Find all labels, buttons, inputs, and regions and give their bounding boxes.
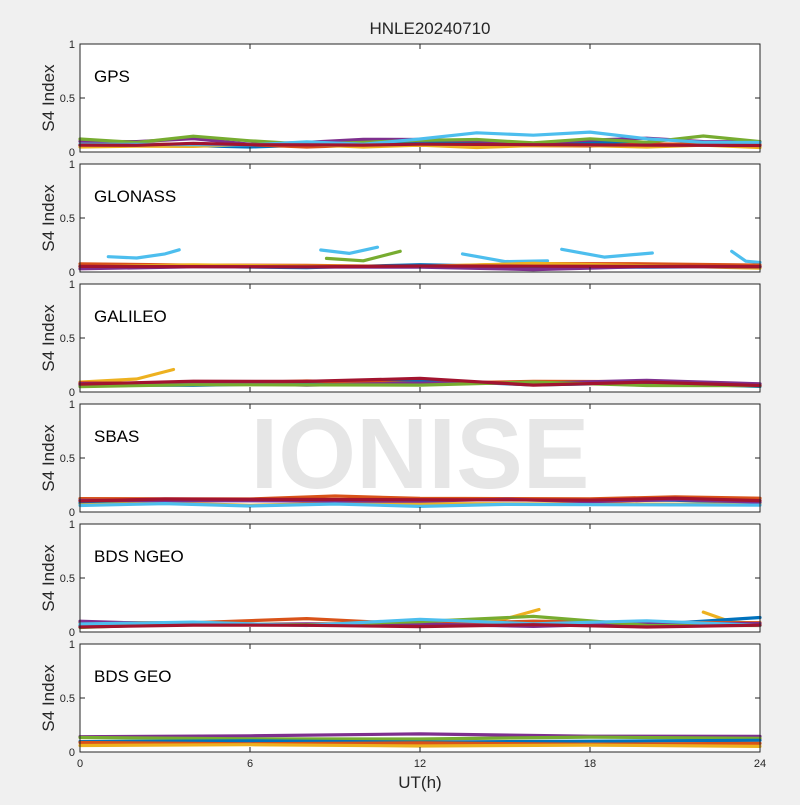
- y-axis-label: S4 Index: [39, 64, 58, 132]
- panels: 0 0.5 1 GPS S4 Index 0 0.5 1 GLONASS S4 Index 0 0.5…: [39, 39, 766, 792]
- plot-area: [80, 404, 760, 512]
- y-axis-label: S4 Index: [39, 664, 58, 732]
- panel-1: 0 0.5 1 GLONASS S4 Index: [39, 159, 762, 279]
- x-tick-label: 6: [247, 758, 253, 770]
- series-line: [78, 264, 762, 269]
- series-line: [78, 376, 762, 388]
- y-tick-label: 0: [69, 387, 75, 399]
- series-line: [78, 380, 762, 389]
- panel-3: 0 0.5 1 SBAS S4 Index: [39, 399, 762, 519]
- series-line: [78, 367, 176, 384]
- panel-5: 0 0.5 1 0 6 12 18 24 BDS GEO S4 Index UT(h): [39, 639, 766, 792]
- y-axis-label: S4 Index: [39, 424, 58, 492]
- y-tick-label: 0: [69, 267, 75, 279]
- series-line: [78, 740, 762, 746]
- y-tick-label: 1: [69, 639, 75, 651]
- y-tick-label: 0: [69, 147, 75, 159]
- y-tick-label: 0.5: [60, 213, 75, 225]
- series-line: [78, 141, 762, 148]
- panel-4: 0 0.5 1 BDS NGEO S4 Index: [39, 519, 762, 639]
- y-tick-label: 1: [69, 279, 75, 291]
- panel-0: 0 0.5 1 GPS S4 Index: [39, 39, 762, 159]
- series-line: [78, 743, 762, 749]
- y-tick-label: 0.5: [60, 453, 75, 465]
- y-tick-label: 1: [69, 519, 75, 531]
- series-line: [319, 245, 380, 255]
- y-tick-label: 1: [69, 399, 75, 411]
- x-tick-label: 12: [414, 758, 426, 770]
- plot-area: [80, 164, 760, 272]
- y-tick-label: 0: [69, 627, 75, 639]
- y-tick-label: 0.5: [60, 333, 75, 345]
- series-line: [78, 623, 762, 629]
- chart-title: HNLE20240710: [370, 19, 491, 38]
- y-tick-label: 0.5: [60, 93, 75, 105]
- y-tick-label: 1: [69, 39, 75, 51]
- series-line: [78, 617, 762, 628]
- series-line: [324, 249, 402, 263]
- series-line: [460, 252, 550, 264]
- series-line: [78, 735, 762, 741]
- plot-area: [80, 284, 760, 392]
- x-tick-label: 24: [754, 758, 766, 770]
- panel-label: SBAS: [94, 427, 139, 446]
- y-tick-label: 0.5: [60, 573, 75, 585]
- watermark: IONISE: [251, 398, 590, 510]
- series-line: [730, 249, 762, 265]
- panel-label: BDS NGEO: [94, 547, 184, 566]
- panel-2: 0 0.5 1 GALILEO S4 Index: [39, 279, 762, 399]
- series-line: [78, 496, 762, 503]
- panel-label: GALILEO: [94, 307, 167, 326]
- panel-label: GPS: [94, 67, 130, 86]
- plot-area: [80, 44, 760, 152]
- y-axis-label: S4 Index: [39, 304, 58, 372]
- y-axis-label: S4 Index: [39, 544, 58, 612]
- series-line: [78, 502, 762, 508]
- y-tick-label: 0: [69, 507, 75, 519]
- y-tick-label: 1: [69, 159, 75, 171]
- series-line: [106, 248, 181, 260]
- x-tick-label: 18: [584, 758, 596, 770]
- y-tick-label: 0.5: [60, 693, 75, 705]
- x-axis-label: UT(h): [398, 773, 441, 792]
- plot-area: [80, 524, 760, 632]
- panel-label: BDS GEO: [94, 667, 171, 686]
- panel-label: GLONASS: [94, 187, 176, 206]
- x-tick-label: 0: [77, 758, 83, 770]
- y-tick-label: 0: [69, 747, 75, 759]
- y-axis-label: S4 Index: [39, 184, 58, 252]
- series-line: [560, 247, 654, 259]
